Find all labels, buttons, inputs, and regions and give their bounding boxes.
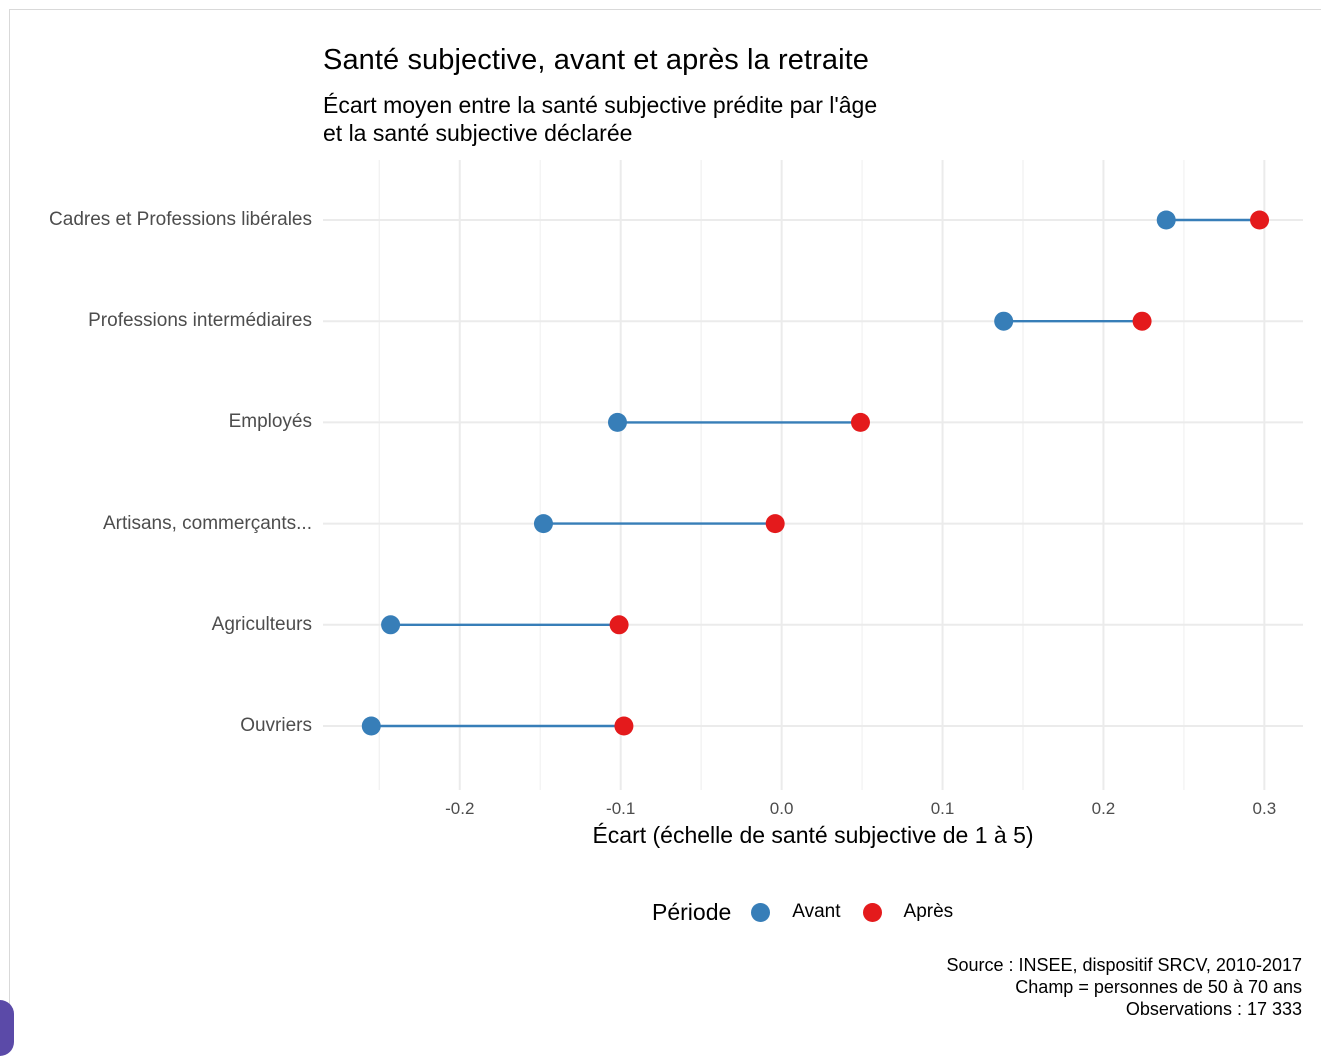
legend: Période Avant Après	[652, 897, 975, 927]
legend-swatch-avant	[751, 902, 771, 922]
point-avant-2	[607, 412, 627, 432]
point-layer	[361, 210, 1270, 736]
x-tick-label-0: -0.2	[445, 799, 475, 818]
legend-swatch-apres	[862, 902, 882, 922]
point-apres-3	[765, 514, 785, 534]
x-axis-title: Écart (échelle de santé subjective de 1 …	[592, 822, 1034, 848]
caption-source: Source : INSEE, dispositif SRCV, 2010-20…	[946, 955, 1302, 975]
point-avant-0	[1156, 210, 1176, 230]
y-tick-label-0: Cadres et Professions libérales	[49, 209, 312, 230]
legend-item-apres: Après	[862, 901, 954, 923]
point-apres-4	[609, 615, 629, 635]
x-tick-label-1: -0.1	[606, 799, 636, 818]
legend-title: Période	[652, 898, 732, 925]
chart-subtitle-line-1: Écart moyen entre la santé subjective pr…	[323, 92, 878, 118]
x-tick-label-3: 0.1	[930, 799, 955, 818]
point-avant-5	[361, 716, 381, 736]
point-apres-1	[1132, 311, 1152, 331]
point-apres-2	[850, 412, 870, 432]
frame-border-left	[9, 9, 10, 1035]
caption-observations: Observations : 17 333	[1125, 999, 1302, 1019]
point-avant-4	[381, 615, 401, 635]
chart-title: Santé subjective, avant et après la retr…	[323, 44, 870, 76]
point-avant-3	[533, 514, 553, 534]
point-apres-0	[1250, 210, 1270, 230]
x-tick-label-2: 0.0	[769, 799, 794, 818]
chart-subtitle-line-2: et la santé subjective déclarée	[323, 120, 633, 146]
frame-border-top	[9, 9, 1321, 10]
legend-item-avant: Avant	[751, 901, 841, 923]
y-tick-label-2: Employés	[228, 411, 312, 433]
x-tick-label-4: 0.2	[1091, 799, 1116, 818]
point-avant-1	[994, 311, 1014, 331]
legend-label-apres: Après	[903, 901, 954, 922]
legend-label-avant: Avant	[792, 901, 841, 922]
y-tick-label-1: Professions intermédiaires	[88, 310, 312, 332]
y-tick-label-3: Artisans, commerçants...	[102, 512, 312, 534]
caption-scope: Champ = personnes de 50 à 70 ans	[1015, 977, 1302, 997]
x-tick-label-5: 0.3	[1252, 799, 1277, 818]
segment-layer	[371, 218, 1260, 728]
point-apres-5	[614, 716, 634, 736]
grid-layer	[323, 160, 1303, 790]
y-tick-label-4: Agriculteurs	[211, 613, 312, 635]
y-tick-label-5: Ouvriers	[240, 715, 312, 736]
